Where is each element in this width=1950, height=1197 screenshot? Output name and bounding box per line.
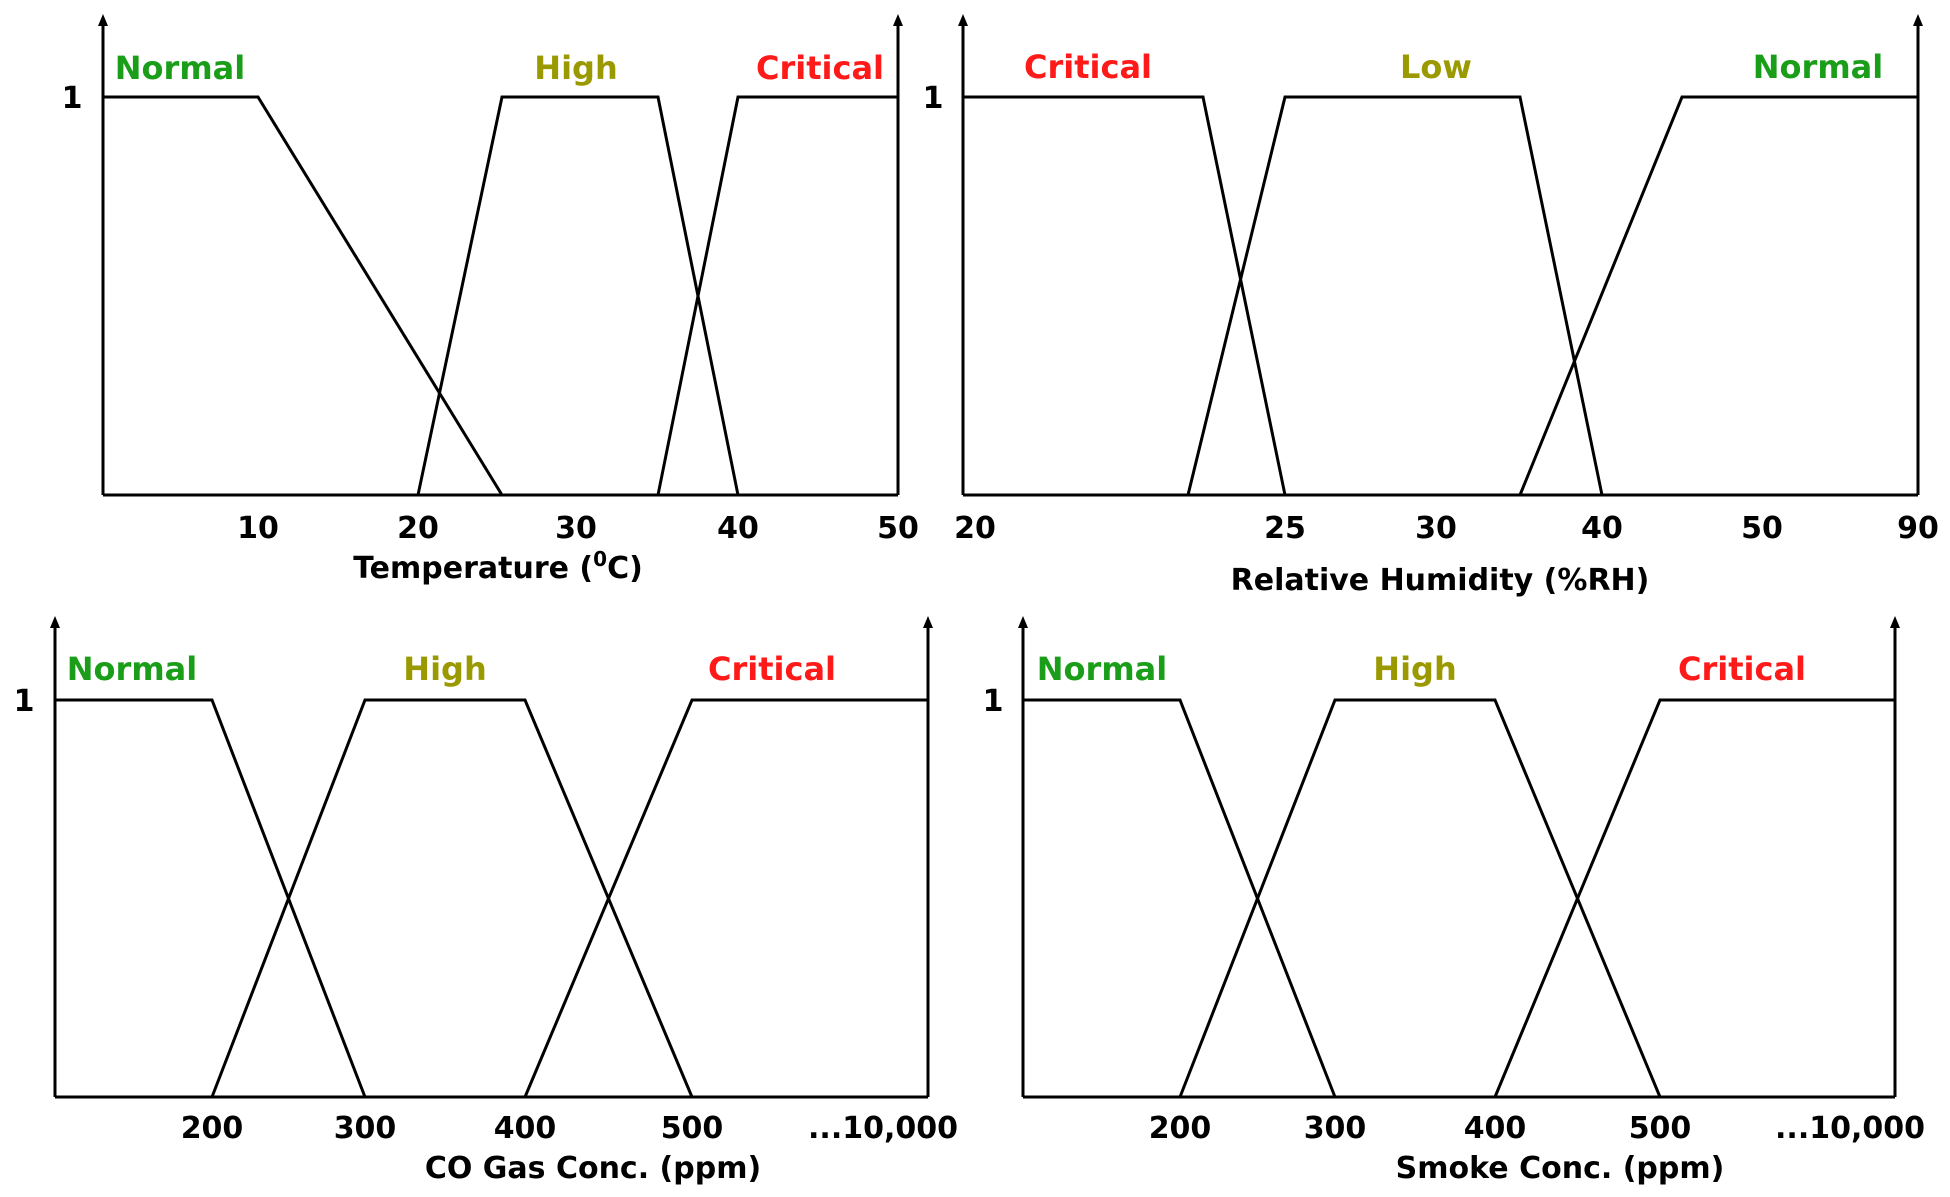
membership-chart-3: 1 Normal High Critical 200 300 400 500 ...10,000… [14,616,958,1186]
membership-chart-1: 1 Normal High Critical 10 20 30 40 50 Temperature… [62,14,919,586]
series-label-critical: Critical [708,650,836,688]
y-tick-label: 1 [923,81,944,116]
x-tick-label: 50 [877,511,919,546]
series-label-normal: Normal [1753,48,1883,86]
series-line-critical [523,698,928,1098]
x-tick-label: 300 [1304,1111,1367,1146]
series-line-high [210,698,694,1098]
series-line-high [1178,698,1662,1098]
x-tick-label: 500 [1629,1111,1692,1146]
x-tick-label: 300 [334,1111,397,1146]
x-axis-title: Smoke Conc. (ppm) [1396,1151,1725,1186]
x-axis-title: CO Gas Conc. (ppm) [425,1151,761,1186]
series-label-low: Low [1400,48,1472,86]
series-label-normal: Normal [1037,650,1167,688]
x-tick-label: 50 [1741,511,1783,546]
x-tick-label: 10 [237,511,279,546]
x-tick-label: 400 [494,1111,557,1146]
x-tick-label: 40 [717,511,759,546]
x-tick-label: 40 [1581,511,1623,546]
x-tick-label: 30 [1415,511,1457,546]
x-tick-label: 90 [1897,511,1939,546]
series-label-normal: Normal [115,49,245,87]
series-line-normal [1518,95,1918,496]
x-tick-label: ...10,000 [808,1111,958,1146]
series-line-normal [103,95,504,496]
series-label-critical: Critical [1678,650,1806,688]
y-tick-label: 1 [983,684,1004,719]
membership-chart-4: 1 Normal High Critical 200 300 400 500 ...10,000… [983,616,1925,1186]
x-tick-label: 20 [397,511,439,546]
series-label-high: High [534,49,617,87]
series-line-low [1186,95,1604,496]
x-tick-label: 500 [661,1111,724,1146]
series-line-normal [55,698,367,1098]
series-label-normal: Normal [67,650,197,688]
series-label-critical: Critical [1024,48,1152,86]
x-axis-title: Relative Humidity (%RH) [1231,563,1650,598]
membership-chart-2: 1 Critical Low Normal 20 25 30 40 50 90 Relative H… [923,14,1939,598]
x-tick-label: 200 [1149,1111,1212,1146]
y-tick-label: 1 [14,684,35,719]
x-tick-label: ...10,000 [1775,1111,1925,1146]
series-label-critical: Critical [756,49,884,87]
series-line-normal [1023,698,1337,1098]
series-label-high: High [403,650,486,688]
x-tick-label: 30 [555,511,597,546]
x-tick-label: 20 [954,511,996,546]
series-line-critical [1493,698,1895,1098]
y-tick-label: 1 [62,81,83,116]
x-tick-label: 25 [1264,511,1306,546]
series-label-high: High [1373,650,1456,688]
series-line-critical [656,95,898,496]
series-line-critical [963,95,1287,496]
x-axis-title: Temperature (0C) [353,547,643,586]
x-tick-label: 400 [1464,1111,1527,1146]
x-tick-label: 200 [181,1111,244,1146]
